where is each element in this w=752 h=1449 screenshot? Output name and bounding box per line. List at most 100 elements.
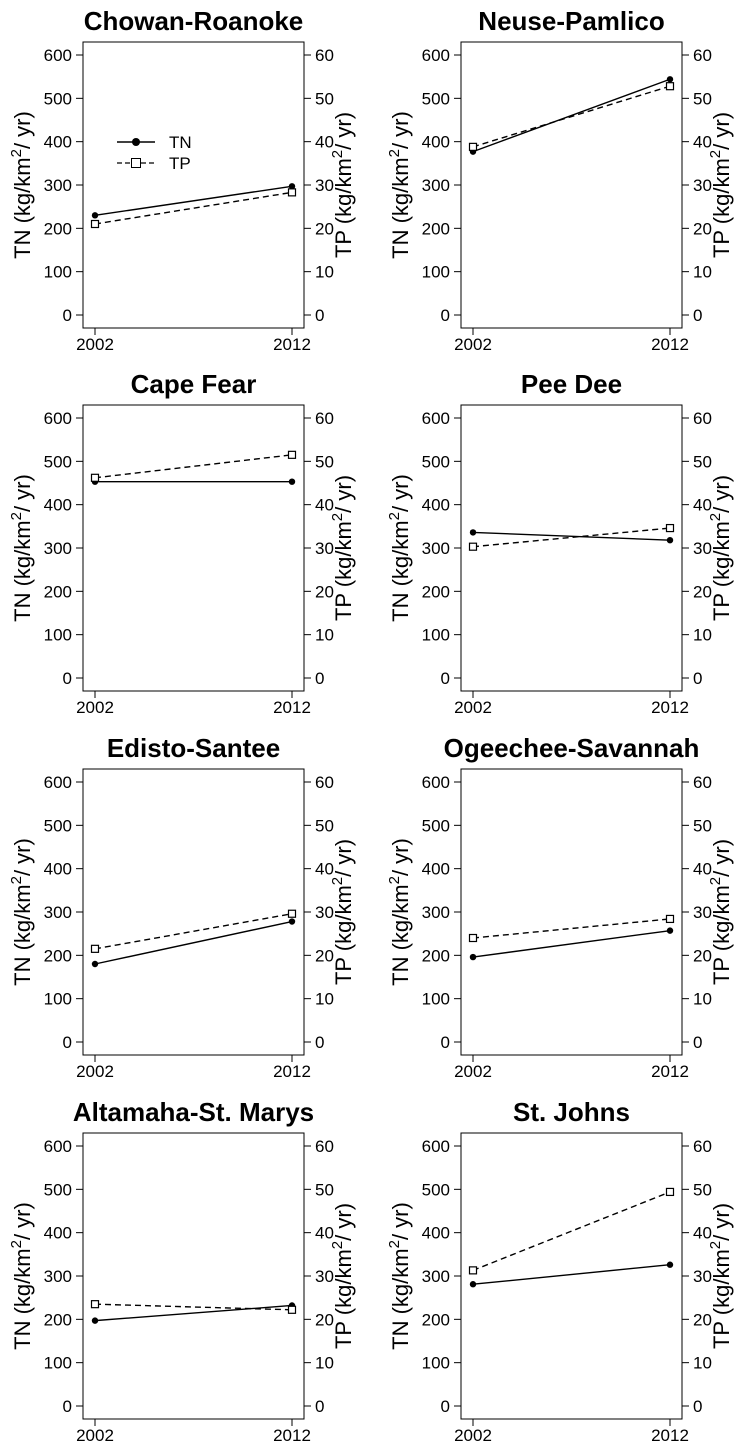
- left-tick-label: 400: [44, 133, 72, 152]
- x-tick-label: 2012: [273, 698, 311, 717]
- right-tick-label: 50: [693, 452, 712, 471]
- right-tick-label: 30: [315, 1267, 334, 1286]
- tn-series-line: [94, 1304, 293, 1322]
- panel-title: Neuse-Pamlico: [478, 6, 664, 36]
- right-tick-label: 10: [315, 263, 334, 282]
- chart-panel: Neuse-Pamlico 0 100 200 300 400 500 600 0 10 20 30 4…: [386, 6, 734, 354]
- right-axis-label: TP (kg/km2/ yr): [707, 1203, 734, 1349]
- plot-frame: [82, 41, 305, 329]
- legend-tp-label: TP: [169, 154, 191, 173]
- left-tick-label: 500: [44, 1180, 72, 1199]
- left-tick-label: 200: [422, 219, 450, 238]
- chart-panel: Ogeechee-Savannah 0 100 200 300 400 500 600 0 10 2…: [386, 733, 734, 1081]
- right-tick-label: 20: [315, 219, 334, 238]
- right-tick-label: 50: [693, 816, 712, 835]
- tn-point: [288, 183, 296, 190]
- left-tick-label: 500: [422, 89, 450, 108]
- plot-frame: [460, 768, 683, 1056]
- tp-series-line: [94, 913, 293, 950]
- tn-point: [288, 478, 296, 485]
- panel-title: Ogeechee-Savannah: [444, 733, 700, 763]
- right-tick-label: 10: [315, 1354, 334, 1373]
- tp-point: [90, 473, 100, 482]
- left-tick-label: 600: [422, 46, 450, 65]
- left-tick-label: 0: [441, 669, 450, 688]
- left-tick-label: 300: [422, 176, 450, 195]
- tp-series-line: [472, 918, 671, 939]
- panel-title: Altamaha-St. Marys: [73, 1097, 314, 1127]
- right-tick-label: 10: [693, 626, 712, 645]
- left-tick-label: 100: [44, 263, 72, 282]
- x-tick-label: 2012: [651, 1426, 689, 1445]
- right-tick-label: 0: [315, 669, 324, 688]
- right-axis-label: TP (kg/km2/ yr): [707, 839, 734, 985]
- x-tick-label: 2002: [454, 1426, 492, 1445]
- tp-series-line: [472, 85, 671, 148]
- right-tick-label: 40: [693, 1224, 712, 1243]
- left-tick-label: 400: [422, 1224, 450, 1243]
- plot-frame: [460, 404, 683, 692]
- right-axis-label: TP (kg/km2/ yr): [329, 112, 356, 258]
- left-tick-label: 200: [44, 219, 72, 238]
- right-tick-label: 0: [315, 306, 324, 325]
- plot-frame: [460, 41, 683, 329]
- right-tick-label: 10: [693, 1354, 712, 1373]
- tn-point: [469, 953, 477, 961]
- left-tick-label: 300: [422, 539, 450, 558]
- right-tick-label: 30: [315, 903, 334, 922]
- x-tick-label: 2002: [76, 1062, 114, 1081]
- right-axis-label: TP (kg/km2/ yr): [329, 839, 356, 985]
- left-tick-label: 500: [422, 816, 450, 835]
- x-tick-label: 2012: [273, 335, 311, 354]
- left-tick-label: 600: [422, 773, 450, 792]
- right-tick-label: 20: [315, 1310, 334, 1329]
- right-axis-label: TP (kg/km2/ yr): [329, 1203, 356, 1349]
- left-tick-label: 300: [44, 903, 72, 922]
- tp-point: [468, 1266, 478, 1275]
- left-tick-label: 500: [422, 452, 450, 471]
- tn-point: [91, 960, 99, 968]
- right-tick-label: 30: [315, 539, 334, 558]
- left-tick-label: 0: [441, 1397, 450, 1416]
- left-tick-label: 0: [63, 669, 72, 688]
- right-axis-label: TP (kg/km2/ yr): [707, 112, 734, 258]
- tp-point: [665, 914, 675, 924]
- tn-point: [288, 918, 296, 925]
- right-tick-label: 60: [693, 773, 712, 792]
- right-tick-label: 40: [315, 860, 334, 879]
- right-tick-label: 50: [315, 89, 334, 108]
- tn-series-line: [472, 1264, 671, 1285]
- left-tick-label: 400: [422, 496, 450, 515]
- right-tick-label: 50: [315, 1180, 334, 1199]
- tp-point: [468, 142, 478, 151]
- right-tick-label: 60: [693, 46, 712, 65]
- left-axis-label: TN (kg/km2/ yr): [8, 1202, 35, 1350]
- tp-series-line: [472, 527, 671, 548]
- left-tick-label: 200: [422, 582, 450, 601]
- left-tick-label: 600: [422, 409, 450, 428]
- right-tick-label: 0: [315, 1397, 324, 1416]
- right-tick-label: 20: [693, 219, 712, 238]
- right-tick-label: 60: [315, 409, 334, 428]
- tp-point: [287, 909, 297, 918]
- tn-series-line: [472, 78, 671, 153]
- right-tick-label: 20: [693, 1310, 712, 1329]
- x-tick-label: 2002: [454, 335, 492, 354]
- tn-point: [91, 212, 99, 219]
- left-tick-label: 100: [422, 1354, 450, 1373]
- plot-frame: [82, 768, 305, 1056]
- right-tick-label: 0: [693, 1397, 702, 1416]
- left-tick-label: 200: [44, 1310, 72, 1329]
- left-axis-label: TN (kg/km2/ yr): [8, 838, 35, 986]
- plot-frame: [82, 404, 305, 692]
- left-tick-label: 0: [441, 306, 450, 325]
- right-axis-label: TP (kg/km2/ yr): [707, 475, 734, 621]
- left-axis-label: TN (kg/km2/ yr): [8, 111, 35, 259]
- x-tick-label: 2012: [273, 1062, 311, 1081]
- tn-point: [469, 1281, 477, 1288]
- right-tick-label: 60: [693, 409, 712, 428]
- x-tick-label: 2002: [76, 1426, 114, 1445]
- chart-panel: Edisto-Santee 0 100 200 300 400 500 600 0 10 20 30 4…: [8, 733, 356, 1081]
- tp-point: [665, 523, 675, 533]
- chart-panel: St. Johns 0 100 200 300 400 500 600 0 10 20 30 40 50 6…: [386, 1097, 734, 1445]
